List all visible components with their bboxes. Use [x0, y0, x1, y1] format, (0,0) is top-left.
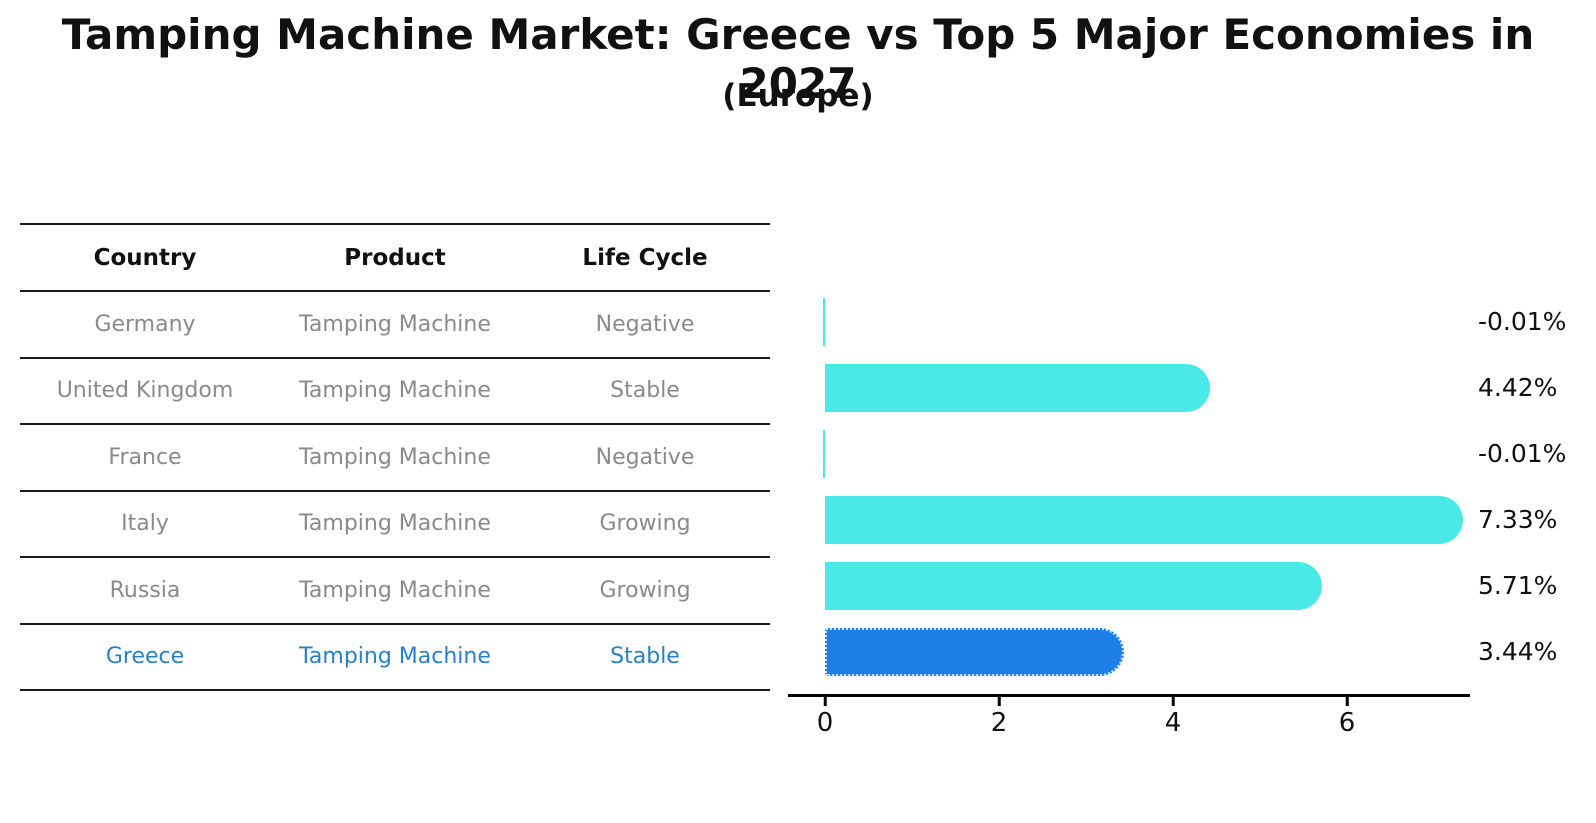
- cell-product: Tamping Machine: [299, 378, 491, 404]
- bar-russia: [825, 562, 1322, 610]
- cell-product: Tamping Machine: [299, 577, 491, 603]
- x-axis-tick-label: 0: [816, 708, 834, 738]
- x-axis-tick-label: 4: [1164, 708, 1182, 738]
- value-label-italy: 7.33%: [1478, 505, 1558, 534]
- value-label-greece: 3.44%: [1478, 637, 1558, 666]
- table-row-france: France Tamping Machine Negative: [20, 425, 770, 492]
- column-header-life-cycle: Life Cycle: [582, 244, 708, 271]
- cell-life-cycle: Stable: [610, 378, 680, 404]
- chart-subtitle: (Europe): [722, 78, 874, 114]
- bar-france: [822, 430, 825, 478]
- value-label-russia: 5.71%: [1478, 571, 1558, 600]
- cell-country: Russia: [109, 577, 181, 603]
- table-row-italy: Italy Tamping Machine Growing: [20, 492, 770, 558]
- cell-product: Tamping Machine: [299, 444, 491, 470]
- x-axis-line: [788, 694, 1470, 697]
- bar-germany: [822, 298, 825, 346]
- value-label-germany: -0.01%: [1478, 307, 1567, 336]
- cell-product: Tamping Machine: [299, 511, 491, 537]
- column-header-product: Product: [344, 244, 446, 271]
- table-row-greece: Greece Tamping Machine Stable: [20, 625, 770, 691]
- table-header-row: Country Product Life Cycle: [20, 225, 770, 292]
- bar-italy: [825, 496, 1463, 544]
- cell-country: France: [108, 444, 182, 470]
- cell-life-cycle: Growing: [599, 577, 691, 603]
- cell-life-cycle: Stable: [610, 644, 680, 670]
- cell-country: Italy: [121, 511, 169, 537]
- x-axis-tick-label: 6: [1338, 708, 1356, 738]
- value-label-france: -0.01%: [1478, 439, 1567, 468]
- value-label-united-kingdom: 4.42%: [1478, 373, 1558, 402]
- x-axis-tick: [1171, 697, 1175, 706]
- cell-country: United Kingdom: [56, 378, 234, 404]
- table-row-united-kingdom: United Kingdom Tamping Machine Stable: [20, 359, 770, 425]
- chart-title: Tamping Machine Market: Greece vs Top 5 …: [61, 10, 1535, 108]
- country-table: Country Product Life Cycle Germany Tampi…: [20, 223, 770, 691]
- bar-united-kingdom: [825, 364, 1210, 412]
- x-axis-tick-label: 2: [990, 708, 1008, 738]
- cell-product: Tamping Machine: [299, 311, 491, 337]
- cell-life-cycle: Growing: [599, 511, 691, 537]
- cell-life-cycle: Negative: [595, 311, 695, 337]
- cell-country: Greece: [105, 644, 185, 670]
- cell-product: Tamping Machine: [299, 644, 491, 670]
- x-axis-tick: [823, 697, 827, 706]
- bar-chart: 0 2 4 6: [788, 280, 1470, 750]
- x-axis-tick: [1345, 697, 1349, 706]
- cell-country: Germany: [94, 311, 196, 337]
- cell-life-cycle: Negative: [595, 444, 695, 470]
- bar-greece: [825, 628, 1125, 676]
- table-row-russia: Russia Tamping Machine Growing: [20, 558, 770, 625]
- column-header-country: Country: [93, 244, 197, 271]
- table-row-germany: Germany Tamping Machine Negative: [20, 292, 770, 359]
- x-axis-tick: [997, 697, 1001, 706]
